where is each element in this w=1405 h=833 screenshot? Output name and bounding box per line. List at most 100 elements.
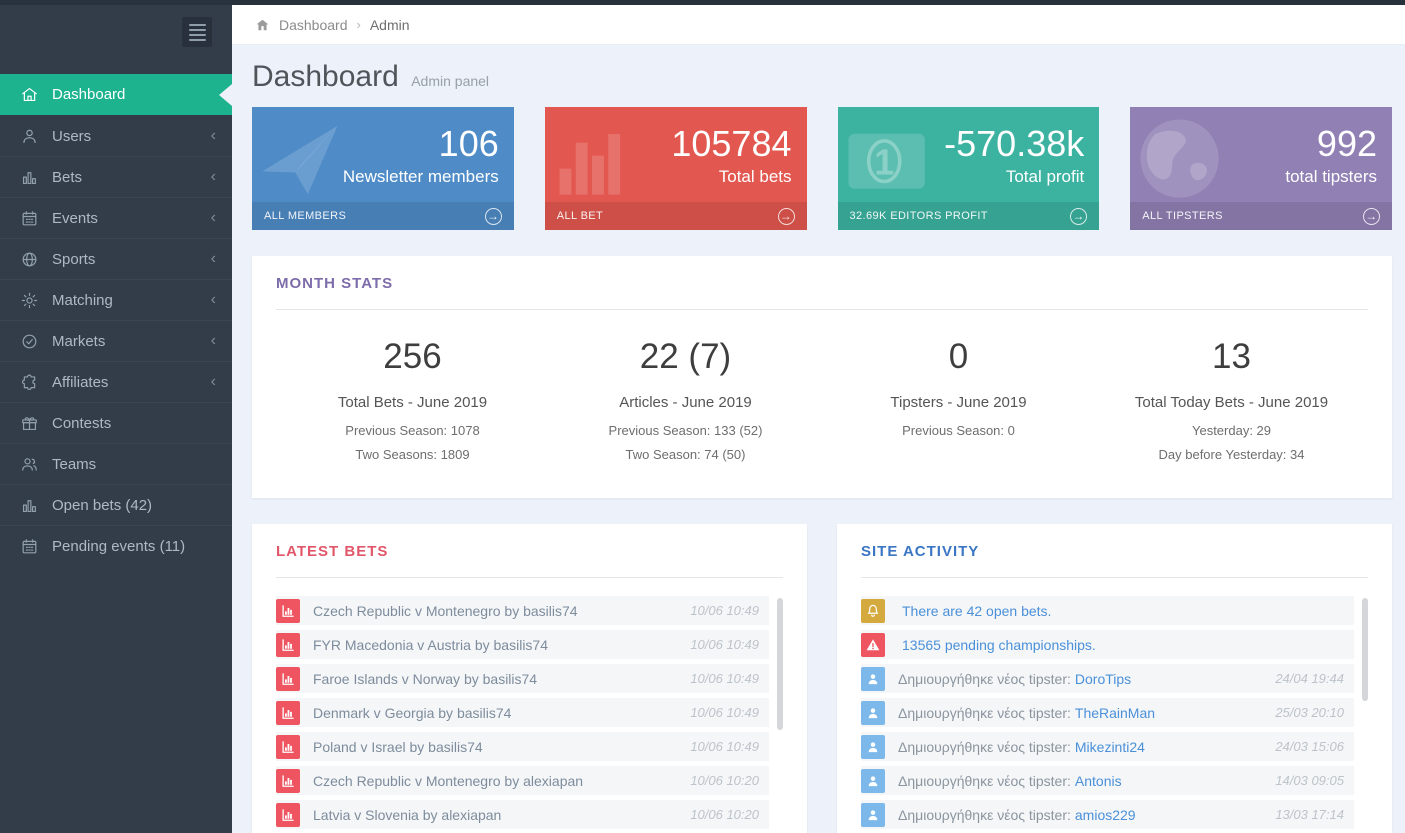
globe-icon (19, 249, 39, 269)
sidebar-header (0, 0, 232, 62)
stat-label: Total Today Bets - June 2019 (1134, 394, 1329, 411)
user-icon (861, 700, 885, 725)
latest-bets-list: Czech Republic v Montenegro by basilis74… (276, 596, 783, 829)
sidebar-item-matching[interactable]: Matching ‹ (0, 279, 232, 320)
sidebar-item-dashboard[interactable]: Dashboard (0, 74, 232, 115)
bet-chart-icon (276, 768, 300, 793)
stat-card-main: 106 Newsletter members (343, 124, 499, 187)
sidebar-item-bets[interactable]: Bets ‹ (0, 156, 232, 197)
bet-list-item[interactable]: Denmark v Georgia by basilis74 10/06 10:… (276, 698, 769, 727)
bet-list-item[interactable]: Faroe Islands v Norway by basilis74 10/0… (276, 664, 769, 693)
sidebar-item-label: Contests (52, 414, 112, 432)
stat-card-footer-link[interactable]: ALL TIPSTERS → (1130, 202, 1392, 230)
home-icon (255, 18, 270, 32)
divider (276, 577, 783, 578)
chevron-left-icon: ‹ (210, 373, 216, 390)
activity-list-item[interactable]: Δημιουργήθηκε νέος tipster: Antonis 14/0… (861, 766, 1354, 795)
activity-text: Δημιουργήθηκε νέος tipster: (898, 670, 1071, 687)
bet-timestamp: 10/06 10:20 (690, 773, 759, 788)
stat-card-tipsters: 992 total tipsters ALL TIPSTERS → (1130, 107, 1392, 230)
home-icon (19, 85, 39, 105)
sidebar-item-markets[interactable]: Markets ‹ (0, 320, 232, 361)
sidebar-item-label: Matching (52, 291, 113, 309)
bet-chart-icon (276, 734, 300, 759)
activity-link[interactable]: 13565 pending championships. (902, 636, 1096, 653)
sidebar-item-label: Bets (52, 168, 83, 186)
sidebar-item-affiliates[interactable]: Affiliates ‹ (0, 361, 232, 402)
scrollbar-thumb[interactable] (777, 598, 783, 730)
sidebar-item-label: Open bets (42) (52, 496, 153, 514)
user-icon (861, 802, 885, 827)
activity-text: Δημιουργήθηκε νέος tipster: (898, 704, 1071, 721)
stat-sublines: Previous Season: 133 (52) Two Season: 74… (608, 423, 763, 462)
sidebar-item-contests[interactable]: Contests (0, 402, 232, 443)
latest-bets-title: LATEST BETS (276, 543, 389, 560)
arrow-right-circle-icon[interactable]: → (484, 207, 502, 225)
sidebar-item-label: Users (52, 127, 92, 145)
user-icon (19, 126, 39, 146)
stat-card-footer-link[interactable]: ALL BET → (544, 202, 807, 230)
activity-text: Δημιουργήθηκε νέος tipster: (898, 806, 1071, 823)
sidebar: Dashboard Users ‹ Bets ‹ Events ‹ (0, 0, 232, 833)
activity-tipster-link[interactable]: DoroTips (1074, 670, 1132, 687)
bet-timestamp: 10/06 10:20 (690, 807, 759, 822)
activity-list-item[interactable]: Δημιουργήθηκε νέος tipster: TheRainMan 2… (861, 698, 1354, 727)
sidebar-item-teams[interactable]: Teams (0, 443, 232, 484)
bet-description: Denmark v Georgia by basilis74 (313, 704, 512, 721)
activity-tipster-link[interactable]: Antonis (1074, 772, 1122, 789)
stat-card-footer-link[interactable]: 32.69K EDITORS PROFIT → (837, 202, 1100, 230)
scrollbar-thumb[interactable] (1362, 598, 1368, 701)
bet-list-item[interactable]: Czech Republic v Montenegro by basilis74… (276, 596, 769, 625)
calendar-icon (19, 536, 39, 556)
sidebar-item-label: Markets (52, 332, 106, 350)
breadcrumb-dashboard-link[interactable]: Dashboard (279, 16, 348, 33)
arrow-right-circle-icon[interactable]: → (1070, 207, 1088, 225)
sidebar-nav: Dashboard Users ‹ Bets ‹ Events ‹ (0, 74, 232, 566)
chevron-left-icon: ‹ (210, 250, 216, 267)
activity-link[interactable]: There are 42 open bets. (902, 602, 1052, 619)
sidebar-toggle-button[interactable] (182, 17, 212, 47)
globe-icon (1138, 117, 1226, 210)
site-activity-list: There are 42 open bets. 13565 pending ch… (861, 596, 1368, 829)
bet-list-item[interactable]: Czech Republic v Montenegro by alexiapan… (276, 766, 769, 795)
bet-chart-icon (276, 700, 300, 725)
stat-card-footer-link[interactable]: ALL MEMBERS → (252, 202, 514, 230)
stat-sublines: Previous Season: 1078 Two Seasons: 1809 (345, 423, 480, 462)
bet-description: FYR Macedonia v Austria by basilis74 (313, 636, 548, 653)
activity-tipster-link[interactable]: TheRainMan (1074, 704, 1156, 721)
bet-timestamp: 10/06 10:49 (690, 603, 759, 618)
bet-list-item[interactable]: Latvia v Slovenia by alexiapan 10/06 10:… (276, 800, 769, 829)
activity-list-item[interactable]: There are 42 open bets. (861, 596, 1354, 625)
bet-timestamp: 10/06 10:49 (690, 671, 759, 686)
bet-list-item[interactable]: FYR Macedonia v Austria by basilis74 10/… (276, 630, 769, 659)
bet-timestamp: 10/06 10:49 (690, 739, 759, 754)
sidebar-item-events[interactable]: Events ‹ (0, 197, 232, 238)
sidebar-item-open-bets[interactable]: Open bets (42) (0, 484, 232, 525)
warning-icon (861, 632, 885, 657)
sidebar-item-sports[interactable]: Sports ‹ (0, 238, 232, 279)
sidebar-item-pending-events[interactable]: Pending events (11) (0, 525, 232, 566)
bet-description: Poland v Israel by basilis74 (313, 738, 483, 755)
chevron-left-icon: ‹ (210, 209, 216, 226)
arrow-right-circle-icon[interactable]: → (777, 207, 795, 225)
stat-value: 992 (1316, 123, 1377, 164)
stat-label: Total bets (718, 166, 792, 186)
chevron-left-icon: ‹ (210, 291, 216, 308)
activity-list-item[interactable]: 13565 pending championships. (861, 630, 1354, 659)
activity-tipster-link[interactable]: Mikezinti24 (1074, 738, 1145, 755)
calendar-icon (19, 208, 39, 228)
activity-list-item[interactable]: Δημιουργήθηκε νέος tipster: Mikezinti24 … (861, 732, 1354, 761)
activity-text: Δημιουργήθηκε νέος tipster: (898, 738, 1071, 755)
chevron-left-icon: ‹ (210, 332, 216, 349)
stat-footer-label: ALL TIPSTERS (1142, 210, 1223, 222)
activity-timestamp: 24/03 15:06 (1275, 739, 1344, 754)
bet-list-item[interactable]: Poland v Israel by basilis74 10/06 10:49 (276, 732, 769, 761)
activity-list-item[interactable]: Δημιουργήθηκε νέος tipster: amios229 13/… (861, 800, 1354, 829)
activity-timestamp: 24/04 19:44 (1275, 671, 1344, 686)
gift-icon (19, 413, 39, 433)
activity-tipster-link[interactable]: amios229 (1074, 806, 1136, 823)
activity-list-item[interactable]: Δημιουργήθηκε νέος tipster: DoroTips 24/… (861, 664, 1354, 693)
sidebar-item-label: Affiliates (52, 373, 109, 391)
arrow-right-circle-icon[interactable]: → (1363, 207, 1380, 225)
sidebar-item-users[interactable]: Users ‹ (0, 115, 232, 156)
